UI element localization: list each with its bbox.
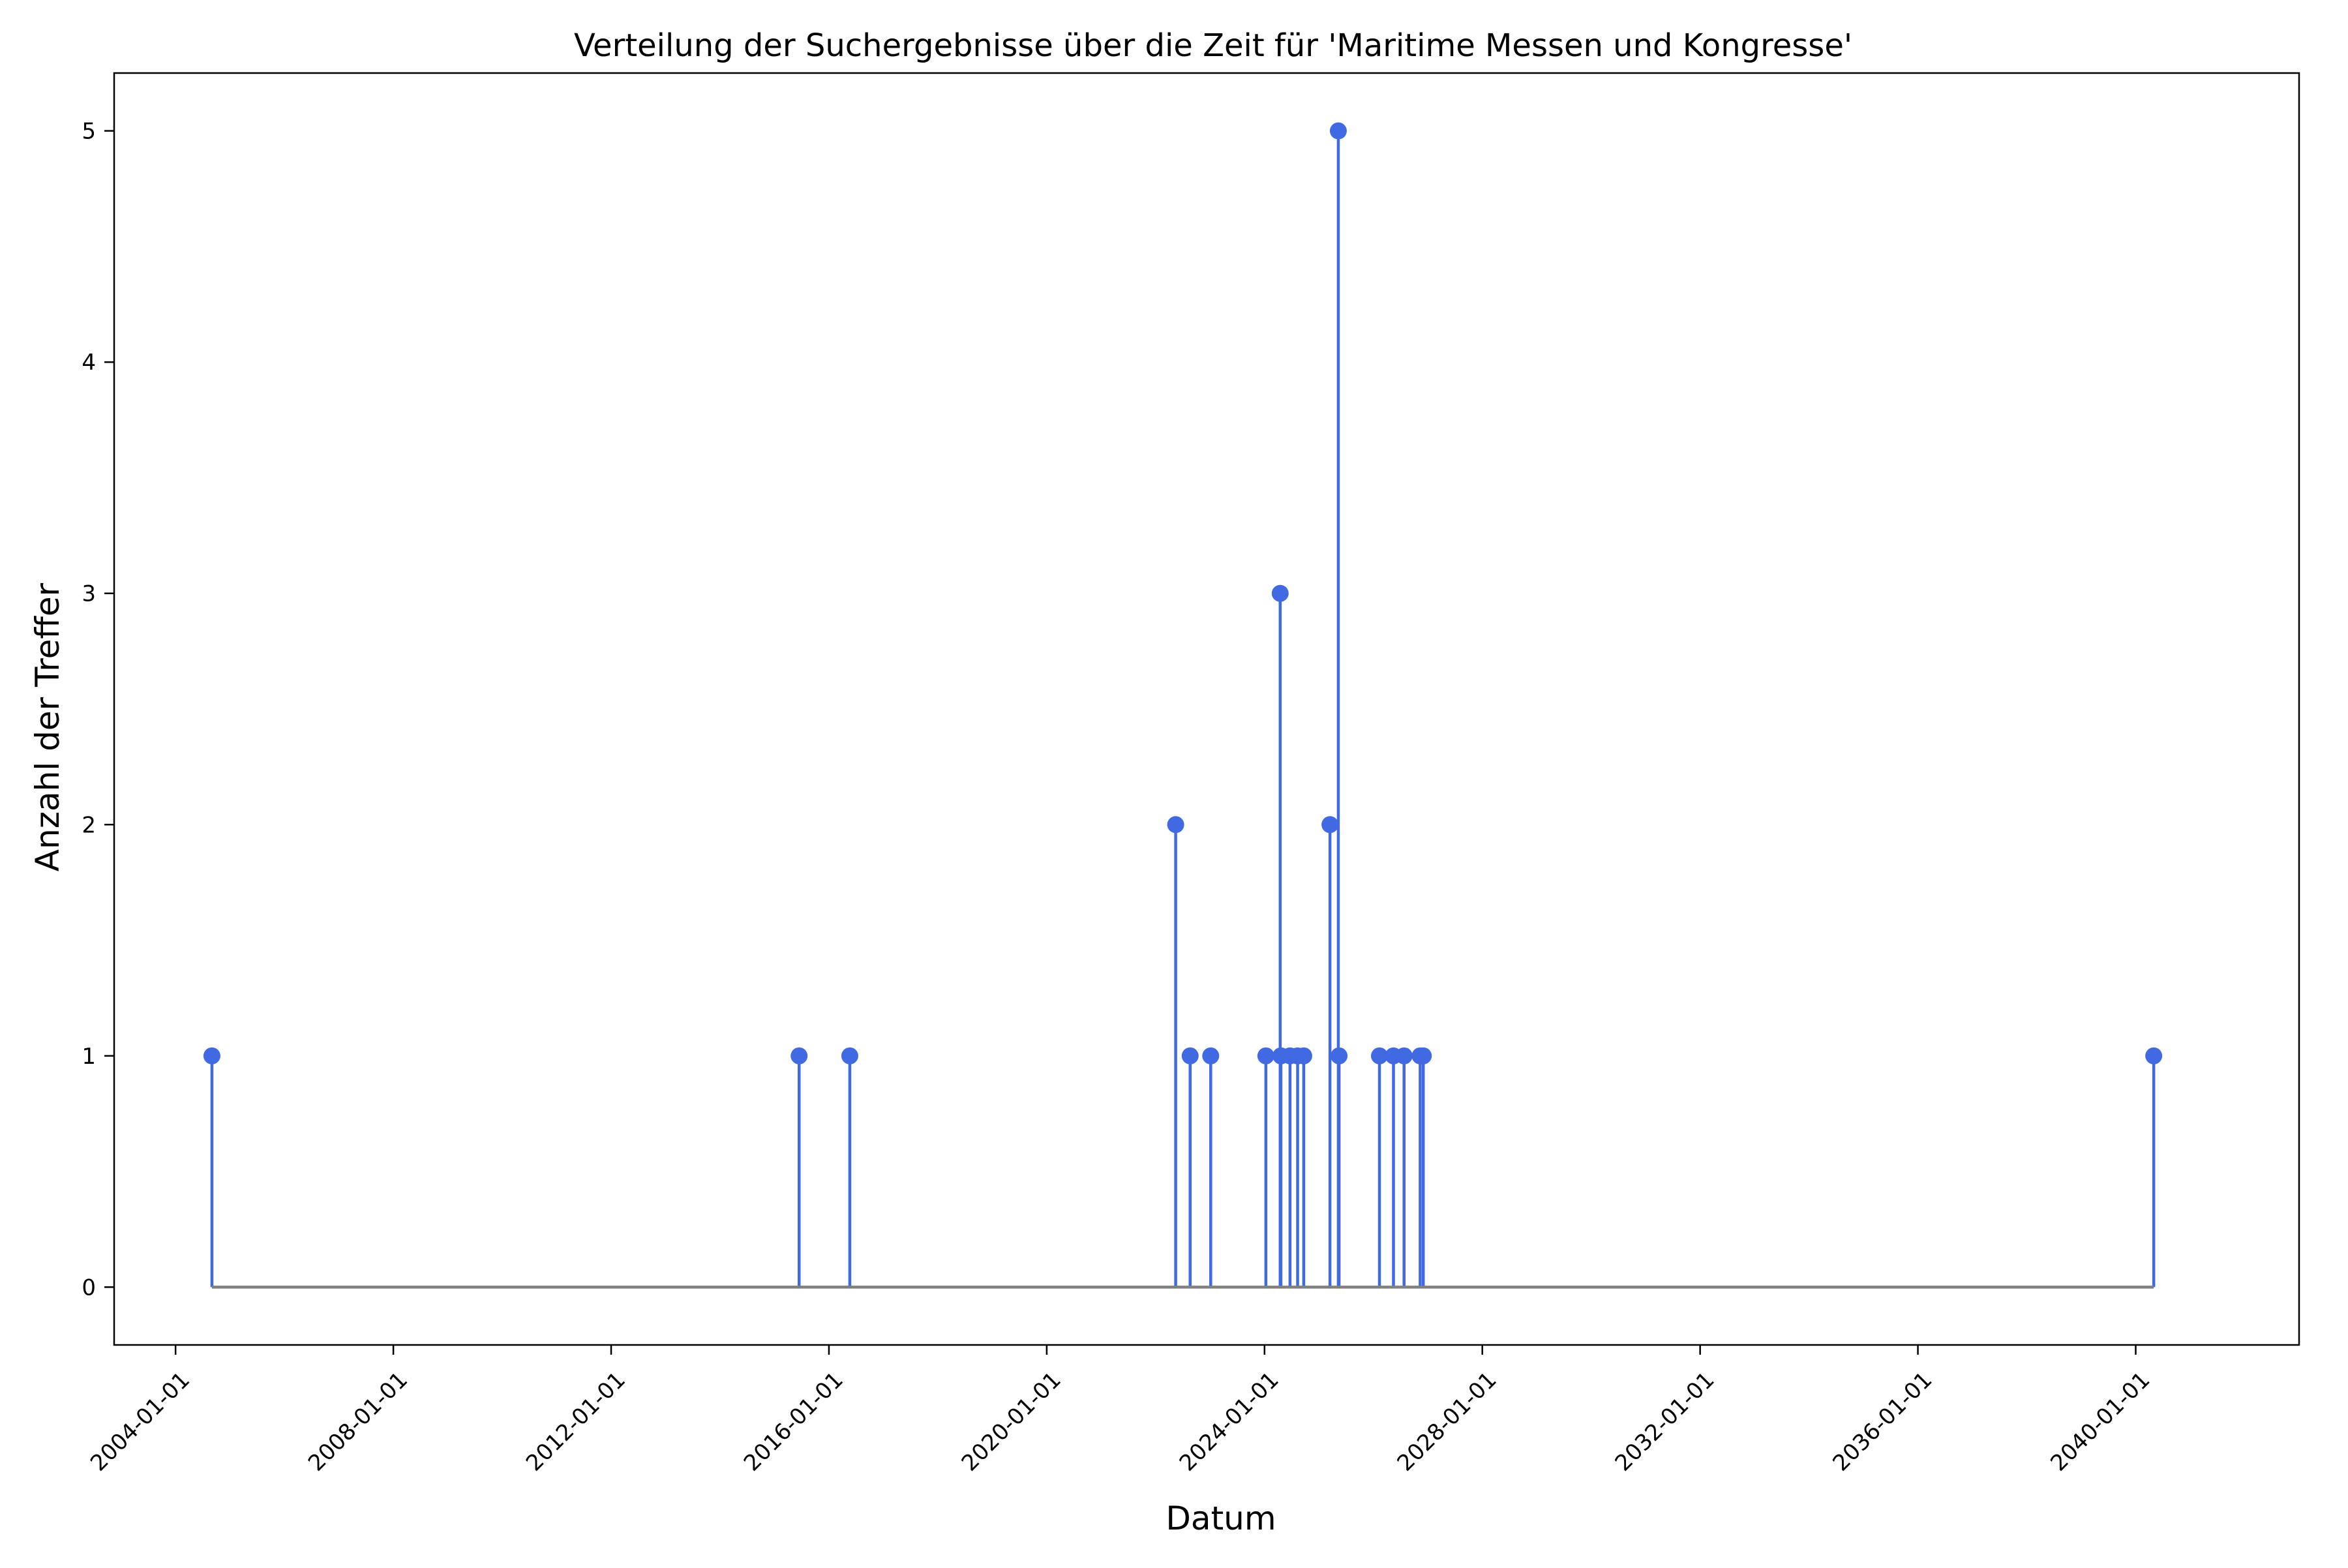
x-tick-label-9: 2040-01-01 — [2045, 1367, 2155, 1477]
y-tick-label-0: 0 — [82, 1274, 96, 1301]
stems — [210, 130, 2156, 1288]
stem-marker-1 — [790, 1047, 808, 1064]
stem-marker-14 — [1331, 1047, 1348, 1064]
stem-marker-2 — [841, 1047, 858, 1064]
stem-marker-17 — [1395, 1047, 1413, 1064]
x-tick-label-2: 2012-01-01 — [521, 1367, 631, 1477]
y-axis-ticks: 0 1 2 3 4 5 — [82, 119, 114, 1301]
y-tick-label-3: 3 — [82, 581, 96, 607]
y-tick-label-4: 4 — [82, 350, 96, 376]
x-tick-label-6: 2028-01-01 — [1392, 1367, 1502, 1477]
stem-marker-19 — [1415, 1047, 1432, 1064]
y-tick-label-5: 5 — [82, 119, 96, 145]
stem-marker-0 — [203, 1047, 220, 1064]
x-tick-label-3: 2016-01-01 — [739, 1367, 849, 1477]
stem-marker-11 — [1295, 1047, 1312, 1064]
x-tick-label-4: 2020-01-01 — [957, 1367, 1066, 1477]
stem-marker-20 — [2145, 1047, 2163, 1064]
x-tick-label-5: 2024-01-01 — [1175, 1367, 1284, 1477]
stem-marker-5 — [1202, 1047, 1220, 1064]
chart-title: Verteilung der Suchergebnisse über die Z… — [574, 27, 1852, 64]
stem-marker-6 — [1257, 1047, 1274, 1064]
y-tick-label-2: 2 — [82, 812, 96, 838]
y-axis-label: Anzahl der Treffer — [29, 582, 67, 871]
stem-marker-4 — [1181, 1047, 1199, 1064]
stem-marker-7 — [1271, 584, 1289, 602]
stem-marker-3 — [1167, 816, 1184, 834]
x-tick-label-7: 2032-01-01 — [1610, 1367, 1720, 1477]
plot-area — [203, 122, 2163, 1289]
markers — [203, 122, 2163, 1064]
stem-marker-15 — [1371, 1047, 1389, 1064]
plot-frame — [113, 72, 2300, 1346]
x-tick-label-0: 2004-01-01 — [85, 1367, 195, 1477]
y-tick-label-1: 1 — [82, 1044, 96, 1070]
x-tick-label-1: 2008-01-01 — [303, 1367, 413, 1477]
x-tick-label-8: 2036-01-01 — [1828, 1367, 1937, 1477]
x-axis-label: Datum — [1166, 1500, 1276, 1537]
stem-marker-13 — [1329, 122, 1347, 140]
x-axis-ticks: 2004-01-01 2008-01-01 2012-01-01 2016-01-01… — [85, 1345, 2155, 1477]
stem-marker-12 — [1321, 816, 1339, 834]
